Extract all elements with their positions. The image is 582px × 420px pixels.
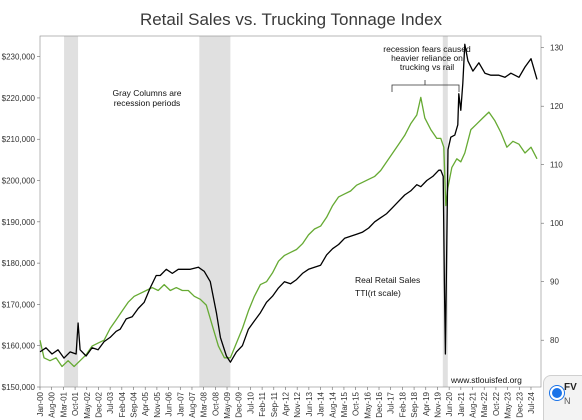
y-left-tick-label-5: $200,000 [2,177,36,186]
annotation-gray-columns-line2: recession periods [114,98,181,108]
source-label: www.stlouisfed.org [450,375,522,385]
chart-title: Retail Sales vs. Trucking Tonnage Index [140,10,443,29]
series-lines [39,43,538,368]
x-tick-label-20: Sep-11 [270,391,279,417]
series-line-tti-rt-scale- [39,96,538,368]
recession-bands [64,36,448,387]
x-tick-label-0: Jan-00 [36,391,45,416]
x-tick-label-17: Dec-09 [235,391,244,417]
x-tick-label-26: Mar-15 [340,391,349,417]
x-tick-label-37: Aug-21 [469,391,478,417]
x-tick-label-12: Jan-07 [176,391,185,416]
x-tick-label-13: Aug-07 [188,391,197,417]
recession-band-0 [64,36,79,387]
corner-widget[interactable]: FV N [543,375,582,420]
y-left-tick-label-2: $170,000 [2,300,36,309]
x-tick-label-33: Apr-19 [422,391,431,416]
x-tick-label-27: Oct-15 [352,391,361,416]
annotation-gray-columns-line1: Gray Columns are [113,88,182,98]
series-line-real-retail-sales [39,43,538,363]
x-tick-label-10: Nov-05 [153,391,162,417]
x-tick-label-39: Oct-22 [492,391,501,416]
x-tick-label-1: Aug-00 [48,391,57,417]
x-tick-label-31: Feb-18 [398,391,407,417]
x-tick-label-34: Nov-19 [433,391,442,417]
x-tick-label-41: Dec-23 [515,391,524,417]
legend-tti: TTI(rt scale) [355,288,401,298]
axes: $150,000 $160,000 $170,000 $180,000 $190,000… [2,35,564,419]
x-tick-label-28: May-16 [363,391,372,418]
x-tick-label-35: Jun-20 [445,391,454,416]
annotation-recession-fears-line3: trucking vs rail [400,62,454,72]
x-tick-label-38: Mar-22 [480,391,489,417]
x-tick-label-40: May-23 [504,391,513,418]
y-left-tick-label-8: $230,000 [2,53,36,62]
widget-label: FV [564,382,577,393]
x-tick-label-29: Dec-16 [375,391,384,417]
x-tick-label-25: Aug-14 [328,391,337,417]
x-tick-label-30: Jul-17 [387,391,396,413]
y-right-tick-label-3: 110 [550,161,563,170]
y-right-tick-label-2: 100 [550,219,564,228]
x-tick-label-4: May-02 [83,391,92,418]
x-tick-label-8: Sep-04 [130,391,139,417]
x-tick-label-16: May-09 [223,391,232,418]
x-tick-label-3: Oct-01 [71,391,80,416]
x-tick-label-19: Feb-11 [258,391,267,416]
x-tick-label-5: Dec-02 [94,391,103,417]
x-tick-label-36: Jan-21 [457,391,466,416]
y-left-tick-label-3: $180,000 [2,259,36,268]
x-tick-label-32: Sep-18 [410,391,419,417]
y-left-tick-label-1: $160,000 [2,342,36,351]
x-tick-label-21: Apr-12 [281,391,290,416]
annotation-bracket [391,80,460,92]
x-tick-label-18: Jul-10 [246,391,255,413]
y-right-tick-label-0: 80 [550,336,559,345]
plot-frame [39,35,542,388]
y-left-tick-label-4: $190,000 [2,218,36,227]
x-tick-label-15: Oct-08 [211,391,220,416]
widget-sublabel: N [564,396,571,406]
x-tick-label-11: Jun-06 [165,391,174,416]
x-tick-label-42: Jul-24 [527,391,536,413]
y-right-tick-label-1: 90 [550,278,559,287]
annotation-recession-fears-line2: heavier reliance on [391,53,463,63]
legend-retail-sales: Real Retail Sales [355,275,420,285]
y-left-tick-label-7: $220,000 [2,94,36,103]
x-tick-label-22: Nov-12 [293,391,302,417]
annotation-recession-fears-line1: recession fears caused [383,44,471,54]
y-left-tick-label-6: $210,000 [2,135,36,144]
y-right-tick-label-4: 120 [550,102,564,111]
x-tick-label-2: Mar-01 [59,391,68,417]
y-right-tick-label-5: 130 [550,44,564,53]
x-tick-label-24: Jan-14 [317,391,326,416]
x-tick-label-23: Jun-13 [305,391,314,416]
y-left-tick-label-0: $150,000 [2,383,36,392]
x-tick-label-6: Jul-03 [106,391,115,413]
x-tick-label-7: Feb-04 [118,391,127,417]
annotations: Gray Columns are recession periods reces… [113,44,523,385]
x-tick-label-14: Mar-08 [200,391,209,417]
widget-status-icon [550,386,564,400]
recession-band-2 [442,36,448,387]
recession-band-1 [199,36,231,387]
x-tick-label-9: Apr-05 [141,391,150,416]
